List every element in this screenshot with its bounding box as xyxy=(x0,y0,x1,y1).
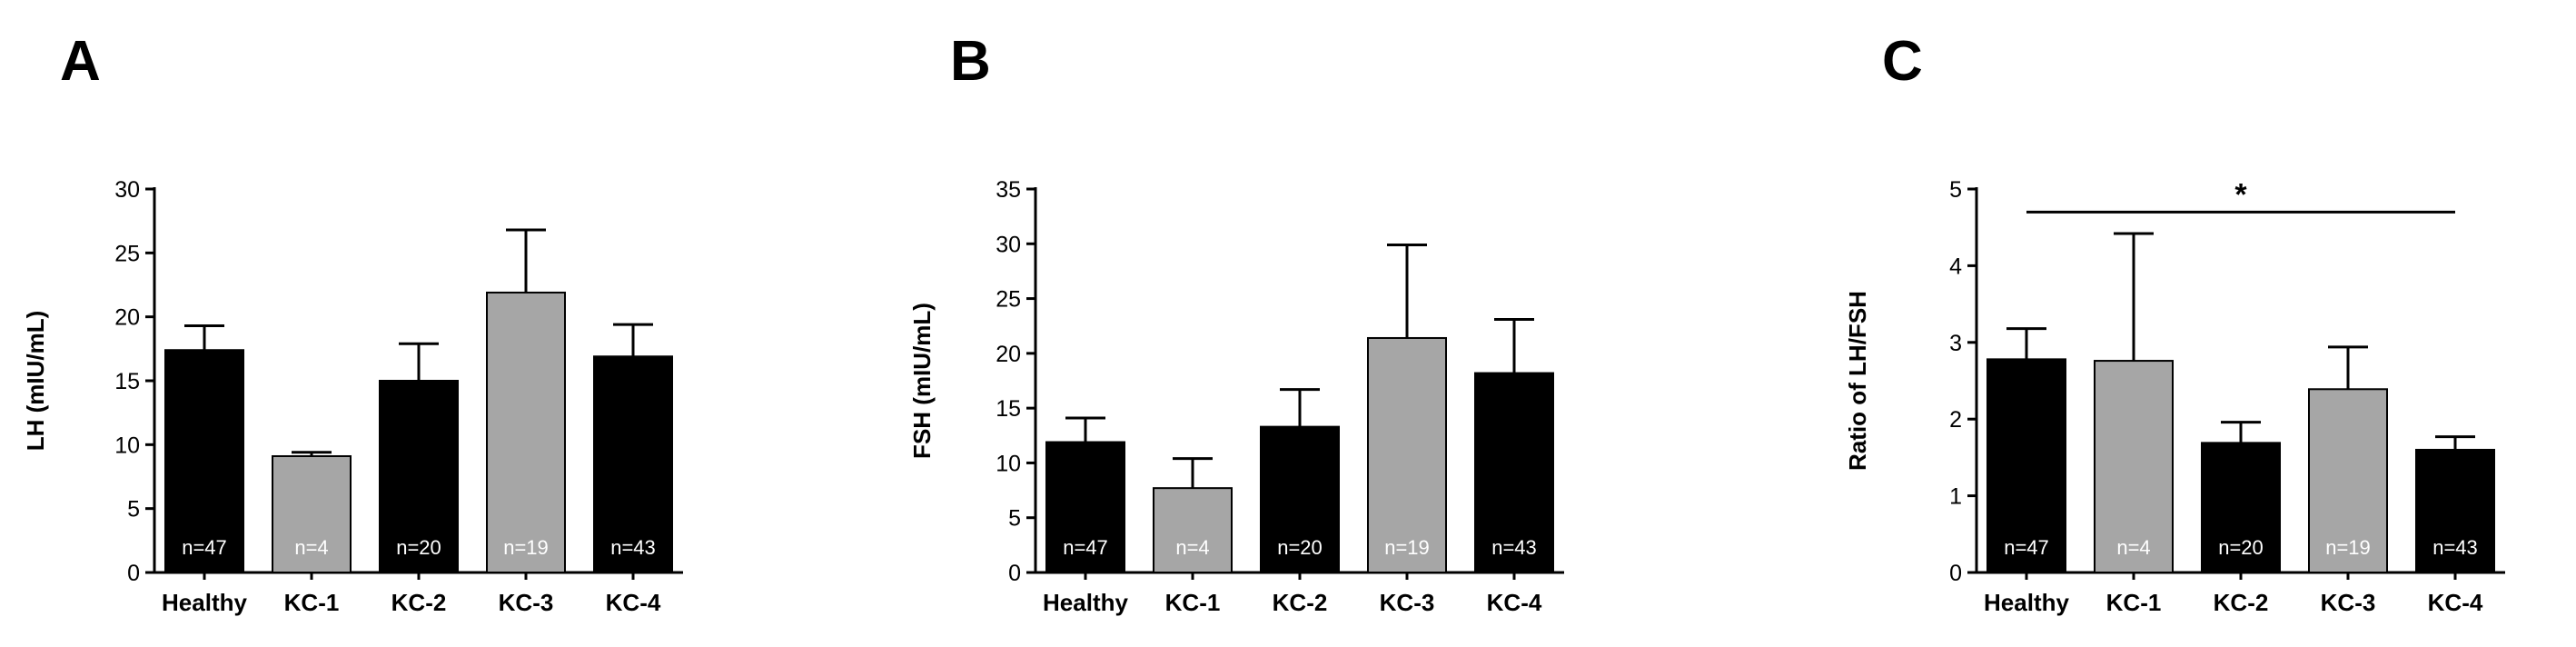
bar xyxy=(2308,388,2388,573)
y-tick-label: 0 xyxy=(1008,561,1021,586)
y-tick-label: 0 xyxy=(127,561,140,586)
bar-n-label: n=4 xyxy=(1175,536,1209,559)
y-tick-label: 25 xyxy=(996,287,1021,313)
bar xyxy=(1367,336,1447,573)
y-tick-label: 15 xyxy=(996,396,1021,422)
bar xyxy=(2094,360,2174,573)
bar-n-label: n=47 xyxy=(182,536,227,559)
x-tick-label: Healthy xyxy=(1043,589,1128,616)
bar-n-label: n=20 xyxy=(2218,536,2264,559)
y-tick-label: 1 xyxy=(1949,484,1962,510)
bar xyxy=(1986,358,2066,574)
y-tick-label: 5 xyxy=(1949,177,1962,203)
panel-letter: C xyxy=(1882,30,1923,93)
y-axis-label: Ratio of LH/FSH xyxy=(1844,291,1871,471)
y-tick-label: 30 xyxy=(996,232,1021,257)
y-tick-label: 20 xyxy=(114,305,140,331)
bar-n-label: n=47 xyxy=(1063,536,1108,559)
bar-n-label: n=43 xyxy=(610,536,656,559)
x-tick-label: KC-1 xyxy=(2106,589,2162,616)
bar xyxy=(379,380,459,573)
bar-n-label: n=20 xyxy=(396,536,441,559)
y-axis-label: FSH (mIU/mL) xyxy=(908,303,936,459)
bar-n-label: n=4 xyxy=(294,536,328,559)
y-tick-label: 30 xyxy=(114,177,140,203)
x-tick-label: KC-2 xyxy=(1273,589,1328,616)
bar-n-label: n=19 xyxy=(503,536,549,559)
bar xyxy=(164,349,244,573)
panel-c: C Ratio of LH/FSH 0 1 2 3 4 5 n=47 Healthy n=4 KC-1… xyxy=(1844,30,2505,616)
x-tick-label: KC-4 xyxy=(1487,589,1542,616)
x-tick-label: KC-3 xyxy=(499,589,554,616)
x-tick-label: Healthy xyxy=(1984,589,2069,616)
bar-n-label: n=43 xyxy=(2432,536,2478,559)
x-tick-label: KC-3 xyxy=(1380,589,1435,616)
bar xyxy=(593,355,673,574)
x-tick-label: KC-1 xyxy=(284,589,340,616)
bar-n-label: n=47 xyxy=(2004,536,2049,559)
bar-n-label: n=43 xyxy=(1491,536,1537,559)
y-tick-label: 20 xyxy=(996,342,1021,367)
significance-label: * xyxy=(2234,177,2247,212)
bar xyxy=(486,291,566,573)
y-tick-label: 2 xyxy=(1949,407,1962,433)
x-tick-label: Healthy xyxy=(162,589,247,616)
y-tick-label: 4 xyxy=(1949,254,1962,279)
bar xyxy=(1260,425,1340,574)
y-tick-label: 35 xyxy=(996,177,1021,203)
bar-n-label: n=19 xyxy=(1384,536,1430,559)
panel-letter: B xyxy=(950,30,991,93)
bar-n-label: n=20 xyxy=(1277,536,1323,559)
y-tick-label: 3 xyxy=(1949,331,1962,356)
y-tick-label: 10 xyxy=(996,451,1021,476)
y-tick-label: 10 xyxy=(114,433,140,458)
y-tick-label: 25 xyxy=(114,241,140,266)
bar-n-label: n=19 xyxy=(2325,536,2371,559)
bar xyxy=(1474,372,1554,573)
x-tick-label: KC-2 xyxy=(2214,589,2269,616)
y-tick-label: 0 xyxy=(1949,561,1962,586)
x-tick-label: KC-3 xyxy=(2321,589,2376,616)
bar xyxy=(272,454,352,574)
bar xyxy=(1153,487,1233,573)
bar xyxy=(2201,442,2281,574)
panel-a: A LH (mIU/mL) 0 5 10 15 20 25 30 n=47 Healthy n=4 KC… xyxy=(22,30,683,616)
x-tick-label: KC-1 xyxy=(1165,589,1221,616)
x-tick-label: KC-4 xyxy=(606,589,661,616)
y-tick-label: 5 xyxy=(1008,506,1021,532)
panel-b: B FSH (mIU/mL) 0 5 10 15 20 25 30 35 n=47 Healthy n=… xyxy=(908,30,1564,616)
y-tick-label: 15 xyxy=(114,369,140,394)
bar-n-label: n=4 xyxy=(2116,536,2150,559)
panel-letter: A xyxy=(60,30,101,93)
y-tick-label: 5 xyxy=(127,497,140,523)
y-axis-label: LH (mIU/mL) xyxy=(22,311,49,452)
x-tick-label: KC-2 xyxy=(391,589,447,616)
bar xyxy=(2415,448,2495,573)
x-tick-label: KC-4 xyxy=(2428,589,2483,616)
